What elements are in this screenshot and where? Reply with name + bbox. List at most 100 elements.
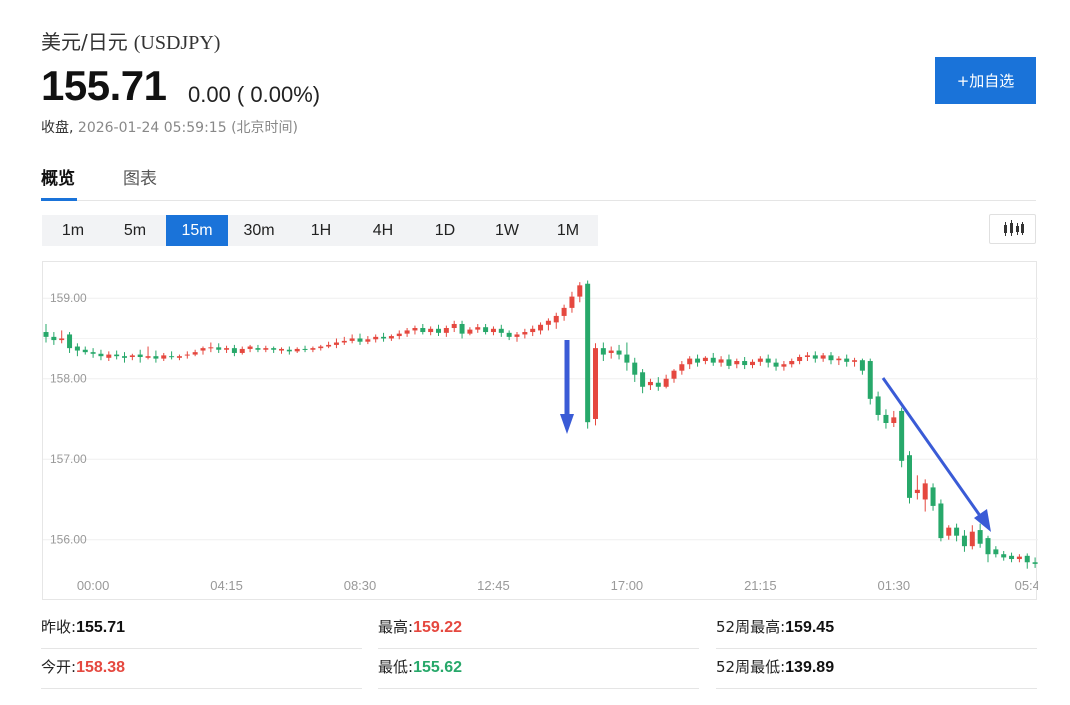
x-tick-label: 05:4 bbox=[1015, 578, 1038, 593]
candle-body bbox=[443, 328, 449, 333]
candle bbox=[318, 344, 324, 351]
candle-body bbox=[279, 348, 284, 351]
interval-1h[interactable]: 1H bbox=[310, 222, 332, 239]
interval-5m[interactable]: 5m bbox=[123, 222, 147, 239]
candle bbox=[129, 353, 135, 361]
candle-body bbox=[51, 336, 57, 341]
candle bbox=[82, 346, 88, 355]
candle-body bbox=[428, 328, 434, 333]
candle bbox=[844, 354, 850, 367]
add-to-watchlist-button[interactable]: +加自选 bbox=[935, 57, 1036, 104]
candle-body bbox=[286, 349, 292, 352]
candle-body bbox=[294, 348, 300, 352]
x-tick-label: 04:15 bbox=[210, 578, 243, 593]
candle-body bbox=[302, 348, 308, 350]
candle bbox=[985, 535, 991, 563]
candle bbox=[569, 291, 575, 313]
interval-4h[interactable]: 4H bbox=[372, 222, 394, 239]
candle bbox=[498, 324, 504, 337]
candle-body bbox=[985, 538, 991, 555]
stat-open: 今开:158.38 bbox=[41, 650, 362, 689]
interval-15m[interactable]: 15m bbox=[166, 215, 228, 246]
candle-body bbox=[797, 356, 803, 362]
candle-body bbox=[820, 355, 826, 359]
candle bbox=[294, 347, 300, 353]
candle-body bbox=[867, 361, 873, 399]
candle bbox=[750, 359, 755, 369]
candle bbox=[891, 410, 897, 428]
candle-body bbox=[632, 362, 638, 375]
x-tick-label: 12:45 bbox=[477, 578, 510, 593]
candle-body bbox=[67, 334, 73, 349]
candle bbox=[993, 546, 999, 558]
candle bbox=[875, 391, 881, 421]
candle bbox=[224, 345, 230, 353]
candle-body bbox=[812, 355, 818, 359]
candle-body bbox=[616, 350, 622, 355]
candle bbox=[279, 347, 284, 354]
candle-body bbox=[137, 354, 143, 357]
candle bbox=[1024, 553, 1030, 569]
stat-label: 今开: bbox=[41, 658, 77, 676]
candle-body bbox=[490, 328, 496, 333]
candle bbox=[514, 332, 520, 342]
candle-body bbox=[726, 359, 732, 366]
candle bbox=[718, 356, 724, 367]
candle bbox=[153, 350, 159, 363]
candle-body bbox=[98, 353, 104, 357]
candle-body bbox=[192, 352, 198, 355]
candle bbox=[208, 342, 214, 353]
active-tab-indicator bbox=[41, 198, 77, 201]
candle-body bbox=[828, 355, 834, 361]
stat-value: 159.22 bbox=[413, 619, 462, 636]
candlestick-chart-svg: 159.00 158.00 157.00 156.00 00:00 04:15 08:30… bbox=[43, 280, 1038, 593]
candle-body bbox=[569, 296, 575, 308]
arrow-head bbox=[560, 414, 574, 434]
candle-body bbox=[907, 455, 912, 498]
candle bbox=[883, 409, 889, 429]
candle-body bbox=[145, 356, 151, 358]
candle-body bbox=[663, 378, 669, 387]
x-tick-label: 08:30 bbox=[344, 578, 377, 593]
interval-1mo[interactable]: 1M bbox=[556, 222, 580, 239]
candle-body bbox=[640, 372, 646, 387]
tab-chart[interactable]: 图表 bbox=[123, 169, 157, 189]
tab-overview[interactable]: 概览 bbox=[41, 169, 75, 189]
candle bbox=[365, 336, 371, 345]
candle bbox=[1032, 557, 1038, 568]
candle-body bbox=[545, 320, 551, 325]
candle-body bbox=[74, 346, 80, 351]
interval-30m[interactable]: 30m bbox=[243, 222, 275, 239]
candle bbox=[475, 323, 481, 333]
y-tick-label: 158.00 bbox=[50, 372, 87, 386]
candle-body bbox=[271, 348, 277, 350]
candle-body bbox=[789, 361, 795, 365]
candle-body bbox=[200, 348, 206, 351]
candle bbox=[231, 344, 237, 357]
candle-body bbox=[859, 360, 865, 371]
candle bbox=[647, 378, 653, 390]
candle bbox=[122, 352, 127, 363]
stat-label: 最高: bbox=[378, 618, 414, 636]
candle-body bbox=[514, 334, 520, 337]
interval-1w[interactable]: 1W bbox=[495, 222, 519, 239]
candle-body bbox=[946, 527, 952, 536]
candle-body bbox=[82, 349, 88, 353]
stat-prev-close: 昨收:155.71 bbox=[41, 610, 362, 649]
candle-body bbox=[184, 354, 190, 356]
price-chart[interactable]: 159.00 158.00 157.00 156.00 00:00 04:15 08:30… bbox=[42, 261, 1038, 600]
chart-type-button[interactable] bbox=[989, 214, 1036, 244]
candle bbox=[200, 346, 206, 355]
candle-body bbox=[231, 348, 237, 353]
candle-body bbox=[710, 357, 716, 363]
interval-1m[interactable]: 1m bbox=[61, 222, 85, 239]
candle bbox=[812, 351, 818, 363]
candle bbox=[506, 330, 512, 341]
candle bbox=[161, 352, 167, 362]
interval-1d[interactable]: 1D bbox=[434, 222, 456, 239]
candle-body bbox=[577, 285, 583, 297]
candle bbox=[145, 346, 151, 360]
candle bbox=[836, 356, 842, 366]
candle bbox=[797, 354, 803, 365]
candle bbox=[734, 358, 740, 369]
